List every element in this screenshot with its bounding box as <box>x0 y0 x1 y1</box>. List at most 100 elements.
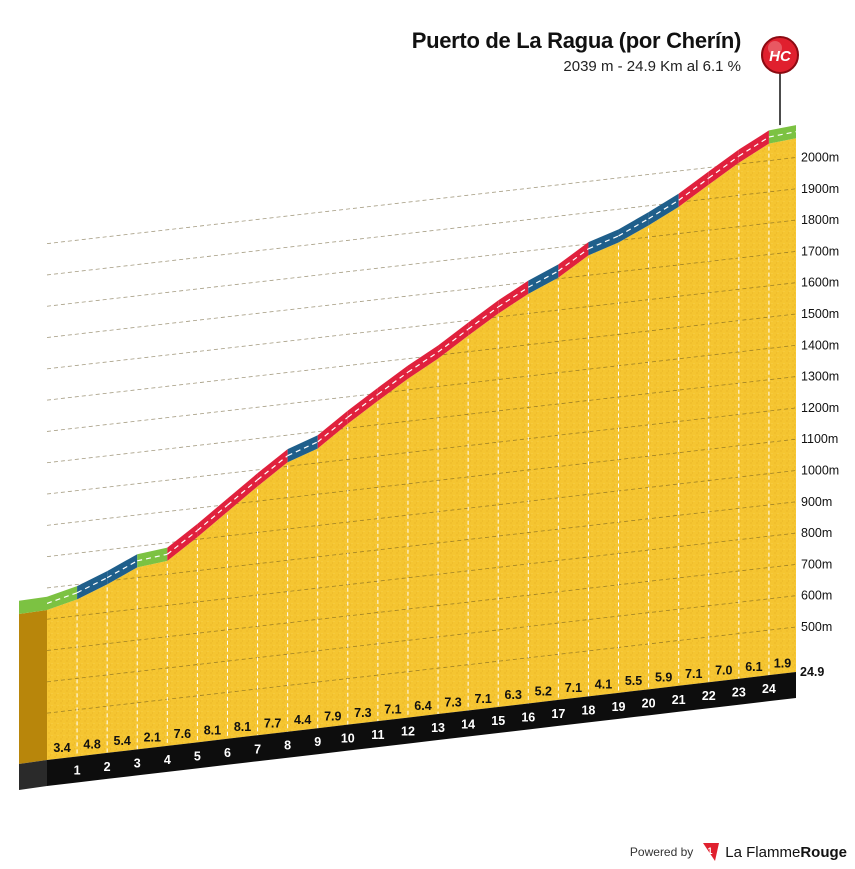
gradient-label: 8.1 <box>204 724 221 738</box>
km-label: 21 <box>672 693 686 707</box>
gradient-label: 8.1 <box>234 720 251 734</box>
km-label: 5 <box>194 749 201 763</box>
km-label: 8 <box>284 739 291 753</box>
road-segments <box>19 125 797 614</box>
climb-stats: 2039 m - 24.9 Km al 6.1 % <box>563 58 741 75</box>
segment-left-cap <box>19 596 47 614</box>
gradient-label: 7.1 <box>384 702 401 716</box>
gradient-label: 5.9 <box>655 671 672 685</box>
segment-centerline <box>76 577 108 594</box>
km-label: 20 <box>642 696 656 710</box>
powered-by-text: Powered by <box>629 845 694 859</box>
segment-20 <box>618 212 649 243</box>
km-label: 13 <box>431 721 445 735</box>
segment-centerline <box>467 306 499 330</box>
hc-badge-circle <box>761 36 799 74</box>
km-label: 14 <box>461 718 475 732</box>
gradient-label: 6.3 <box>505 688 522 702</box>
segment-centerline <box>588 235 619 250</box>
segment-17 <box>528 264 559 294</box>
segment-1 <box>47 586 78 610</box>
gradient-label: 3.4 <box>53 741 70 755</box>
gradient-label: 5.4 <box>114 734 131 748</box>
profile-fill <box>47 138 796 760</box>
gradient-label: 1.9 <box>774 657 791 671</box>
km-band <box>19 672 796 790</box>
segment-centerline <box>287 441 318 457</box>
gradient-label: 6.4 <box>414 699 431 713</box>
y-tick-label: 1100m <box>801 432 838 446</box>
gradient-label: 6.1 <box>745 660 762 674</box>
y-tick-label: 1200m <box>801 401 839 415</box>
brand-name-part1: La Flamme <box>725 843 801 861</box>
km-label: 1 <box>74 763 81 777</box>
climb-title: Puerto de La Ragua (por Cherín) <box>411 28 742 53</box>
km-label: 3 <box>134 756 141 770</box>
km-label: 4 <box>164 753 171 767</box>
segment-2 <box>77 571 108 600</box>
gradient-label: 4.4 <box>294 713 311 727</box>
footer-branding: Powered by 1 La FlammeRouge <box>630 841 847 863</box>
segment-centerline <box>708 155 740 179</box>
brand-name: La FlammeRouge <box>725 844 847 861</box>
chart-labels: 500m 600m 700m 800m 900m 1000m 1100m 1200m 1300m… <box>53 151 839 778</box>
segment-3 <box>107 554 138 585</box>
segment-centerline <box>197 504 228 531</box>
logo-mark: 1 <box>708 846 713 856</box>
segment-centerline <box>407 351 439 373</box>
y-tick-label: 1700m <box>801 244 839 258</box>
km-label: 18 <box>581 703 595 717</box>
segment-centerline <box>347 393 379 418</box>
segment-centerline <box>437 328 469 353</box>
segment-centerline <box>678 177 710 201</box>
category-badge: HC <box>761 36 799 126</box>
y-tick-label: 1000m <box>801 464 839 478</box>
segment-centerline <box>558 248 589 272</box>
segment-centerline <box>257 455 289 481</box>
y-tick-label: 1500m <box>801 307 839 321</box>
km-label: 7 <box>254 742 261 756</box>
segment-24 <box>738 130 769 163</box>
km-band-side <box>19 760 47 790</box>
final-km-label: 24.9 <box>800 665 824 679</box>
hc-badge-label: HC <box>769 48 792 65</box>
segment-centerline <box>377 371 409 395</box>
km-label: 22 <box>702 689 716 703</box>
gradient-label: 2.1 <box>144 731 161 745</box>
segment-centerline <box>166 530 198 555</box>
y-tick-label: 600m <box>801 589 832 603</box>
km-label: 12 <box>401 725 415 739</box>
segment-centerline <box>618 218 649 237</box>
gradient-label: 5.2 <box>535 685 552 699</box>
gradient-label: 4.1 <box>595 678 612 692</box>
climb-header: Puerto de La Ragua (por Cherín) 2039 m -… <box>411 28 742 75</box>
segment-centerline <box>497 286 529 308</box>
gradient-label: 7.9 <box>324 709 341 723</box>
km-band-strip <box>47 672 796 786</box>
gradient-label: 7.0 <box>715 663 732 677</box>
gradient-label: 7.1 <box>565 681 582 695</box>
km-dividers <box>76 146 770 757</box>
flamme-rouge-logo-icon: 1 <box>703 843 720 861</box>
gradient-label: 7.7 <box>264 716 281 730</box>
profile-side-face <box>19 610 47 764</box>
y-tick-label: 1600m <box>801 276 839 290</box>
segment-centerline <box>227 479 258 506</box>
km-label: 11 <box>371 728 384 742</box>
km-label: 16 <box>521 710 535 724</box>
segment-4 <box>137 547 168 568</box>
brand-name-part2: Rouge <box>800 843 847 861</box>
segment-16 <box>498 280 529 314</box>
gradient-label: 7.3 <box>354 706 371 720</box>
km-label: 17 <box>551 707 565 721</box>
profile-area <box>19 138 796 764</box>
km-label: 15 <box>491 714 505 728</box>
segment-centerline <box>648 199 680 220</box>
segment-9 <box>287 435 318 463</box>
segment-centerline <box>527 270 559 288</box>
segment-centerline <box>317 416 349 443</box>
segment-centerline <box>106 560 138 579</box>
km-label: 23 <box>732 686 746 700</box>
gradient-label: 7.6 <box>174 727 191 741</box>
